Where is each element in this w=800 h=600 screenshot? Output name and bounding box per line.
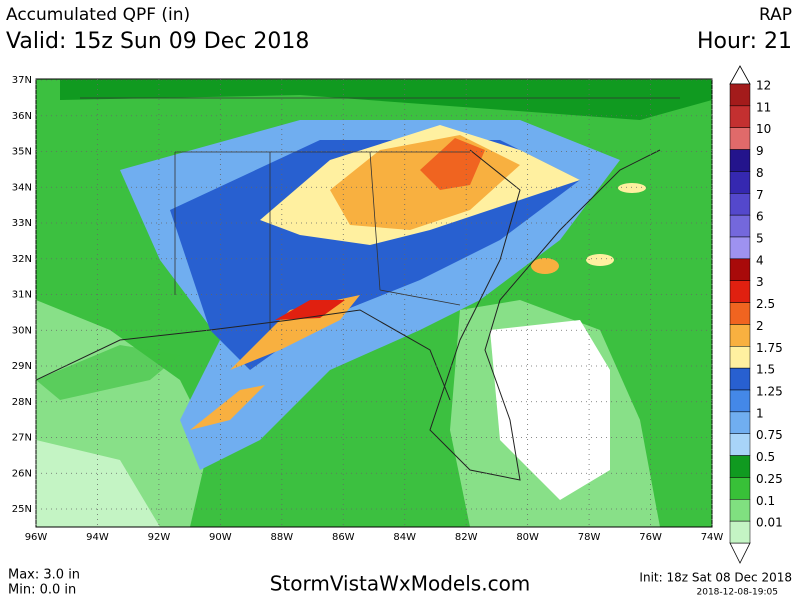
legend-swatch — [729, 280, 751, 303]
model: RAP — [759, 5, 792, 25]
legend-label: 4 — [756, 253, 764, 267]
legend-swatch — [729, 477, 751, 500]
lat-label: 28N — [12, 397, 32, 408]
lon-label: 80W — [516, 532, 539, 543]
color-legend: 12 11 10 9 8 7 6 5 4 3 2.5 2 1.75 1.5 1.25 1 0.75 0.5 0.25… — [729, 65, 783, 564]
legend-label: 8 — [756, 166, 764, 180]
lon-label: 76W — [639, 532, 662, 543]
max-value: Max: 3.0 in — [8, 568, 80, 583]
legend-swatch — [729, 171, 751, 194]
min-value: Min: 0.0 in — [8, 583, 76, 598]
legend-swatch — [729, 346, 751, 369]
legend-swatch — [729, 411, 751, 434]
graticule: 37N 36N 35N 34N 33N 32N 31N 30N 29N 28N 27N 26N 25N 9… — [12, 75, 724, 543]
legend-swatch — [729, 302, 751, 325]
forecast-hour: Hour: 21 — [697, 29, 792, 54]
lat-label: 25N — [12, 504, 32, 515]
lat-label: 31N — [12, 290, 32, 301]
legend-swatch — [729, 83, 751, 107]
legend-swatch — [729, 105, 751, 128]
legend-label: 1 — [756, 406, 764, 420]
legend-swatch — [729, 149, 751, 172]
legend-swatch — [729, 236, 751, 260]
lat-label: 35N — [12, 147, 32, 158]
legend-label: 0.75 — [756, 428, 783, 442]
site-credit: StormVistaWxModels.com — [270, 572, 531, 596]
lon-label: 88W — [271, 532, 294, 543]
precip-field — [35, 78, 713, 528]
legend-label: 0.1 — [756, 494, 775, 508]
lat-label: 33N — [12, 218, 32, 229]
legend-label: 5 — [756, 232, 764, 246]
legend-label: 10 — [756, 122, 771, 136]
legend-label: 2 — [756, 319, 764, 333]
init-time: Init: 18z Sat 08 Dec 2018 — [639, 571, 792, 585]
legend-swatch — [729, 520, 751, 544]
lat-label: 32N — [12, 254, 32, 265]
legend-swatch — [729, 455, 751, 478]
lon-label: 86W — [332, 532, 355, 543]
lon-label: 74W — [701, 532, 724, 543]
valid-time: Valid: 15z Sun 09 Dec 2018 — [6, 29, 309, 54]
legend-swatch — [729, 367, 751, 391]
legend-swatch — [729, 499, 751, 522]
legend-swatch — [729, 433, 751, 456]
legend-label: 1.5 — [756, 363, 775, 377]
legend-label: 11 — [756, 100, 771, 114]
legend-swatch — [729, 193, 751, 216]
legend-swatch — [729, 324, 751, 347]
legend-label: 0.25 — [756, 472, 783, 486]
lat-label: 36N — [12, 111, 32, 122]
legend-label: 7 — [756, 188, 764, 202]
legend-swatch — [729, 127, 751, 150]
legend-label: 1.75 — [756, 341, 783, 355]
lon-label: 84W — [393, 532, 416, 543]
legend-label: 6 — [756, 210, 764, 224]
lat-label: 29N — [12, 361, 32, 372]
legend-label: 0.5 — [756, 450, 775, 464]
lon-label: 92W — [148, 532, 171, 543]
legend-label: 1.25 — [756, 385, 783, 399]
legend-label: 12 — [756, 79, 771, 93]
lon-label: 78W — [578, 532, 601, 543]
lat-label: 37N — [12, 75, 32, 86]
lat-label: 27N — [12, 433, 32, 444]
lon-label: 90W — [209, 532, 232, 543]
lat-label: 34N — [12, 182, 32, 193]
legend-swatch — [729, 258, 751, 281]
lat-label: 26N — [12, 468, 32, 479]
lon-label: 94W — [86, 532, 109, 543]
title: Accumulated QPF (in) — [6, 5, 190, 25]
legend-swatch — [729, 389, 751, 413]
lon-label: 82W — [455, 532, 478, 543]
lon-label: 96W — [25, 532, 48, 543]
legend-label: 9 — [756, 144, 764, 158]
lat-label: 30N — [12, 325, 32, 336]
legend-label: 2.5 — [756, 297, 775, 311]
legend-label: 3 — [756, 275, 764, 289]
legend-label: 0.01 — [756, 516, 783, 530]
legend-swatch — [729, 214, 751, 238]
timestamp: 2018-12-08-19:05 — [697, 588, 779, 598]
